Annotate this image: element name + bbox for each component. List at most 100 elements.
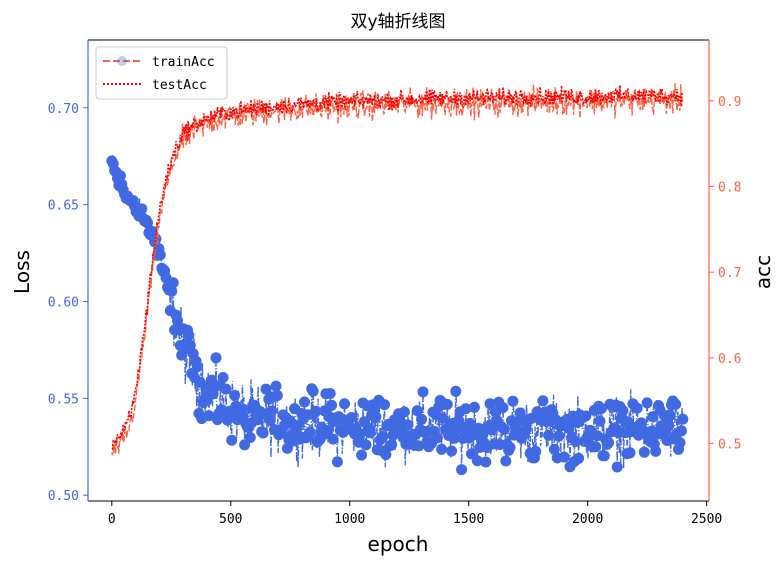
loss-point bbox=[377, 431, 389, 442]
series-layer bbox=[106, 82, 689, 476]
loss-point bbox=[321, 424, 333, 436]
loss-point bbox=[398, 406, 410, 418]
loss-point bbox=[291, 420, 303, 432]
loss-point bbox=[386, 439, 398, 451]
loss-point bbox=[558, 451, 570, 463]
loss-point bbox=[448, 432, 460, 444]
right-y-axis-ticks: 0.5 0.6 0.7 0.8 0.9 bbox=[709, 95, 741, 453]
loss-point bbox=[270, 380, 282, 392]
loss-point bbox=[590, 441, 602, 453]
loss-point bbox=[364, 427, 376, 439]
loss-point bbox=[417, 386, 429, 398]
loss-point bbox=[142, 217, 153, 229]
loss-point bbox=[370, 411, 382, 423]
loss-point bbox=[650, 445, 662, 457]
loss-point bbox=[354, 428, 366, 440]
loss-point bbox=[513, 415, 525, 427]
legend-testacc-label: testAcc bbox=[152, 78, 207, 93]
right-y-tick-label: 0.8 bbox=[718, 181, 741, 196]
loss-point bbox=[172, 315, 183, 327]
loss-point bbox=[436, 443, 448, 455]
loss-point bbox=[356, 449, 368, 461]
loss-point bbox=[327, 433, 339, 445]
loss-point bbox=[641, 397, 653, 409]
loss-point bbox=[471, 455, 483, 467]
loss-point bbox=[468, 401, 480, 413]
loss-point bbox=[217, 372, 229, 383]
loss-point bbox=[497, 402, 509, 414]
loss-point bbox=[624, 447, 636, 459]
x-tick-label: 2500 bbox=[691, 512, 722, 527]
x-tick-label: 1500 bbox=[453, 512, 484, 527]
loss-point bbox=[596, 403, 607, 414]
x-tick-label: 500 bbox=[219, 512, 242, 527]
loss-point bbox=[339, 398, 350, 410]
loss-point bbox=[167, 277, 179, 289]
loss-point bbox=[257, 427, 269, 439]
loss-point bbox=[441, 398, 453, 410]
loss-point bbox=[450, 385, 462, 397]
loss-point bbox=[570, 436, 582, 447]
loss-point bbox=[331, 456, 343, 468]
loss-point bbox=[675, 425, 687, 437]
right-y-tick-label: 0.6 bbox=[718, 352, 741, 367]
loss-point bbox=[299, 396, 310, 408]
loss-point bbox=[647, 411, 659, 423]
loss-point bbox=[114, 170, 126, 182]
loss-point bbox=[411, 405, 423, 417]
loss-point bbox=[154, 249, 166, 261]
loss-point bbox=[520, 424, 532, 436]
loss-point bbox=[611, 461, 623, 473]
loss-point bbox=[484, 398, 496, 410]
loss-point bbox=[226, 434, 238, 446]
x-tick-label: 1000 bbox=[334, 512, 365, 527]
left-y-tick-label: 0.60 bbox=[48, 295, 79, 310]
loss-point bbox=[203, 410, 215, 422]
loss-point bbox=[437, 412, 449, 424]
loss-point bbox=[184, 339, 196, 351]
loss-point bbox=[260, 383, 272, 395]
loss-point bbox=[638, 446, 650, 458]
loss-point bbox=[617, 405, 629, 417]
legend-trainacc-marker bbox=[117, 56, 127, 66]
loss-point bbox=[677, 413, 689, 425]
loss-point bbox=[379, 399, 390, 411]
loss-point bbox=[220, 383, 232, 395]
series-loss bbox=[106, 154, 689, 476]
loss-point bbox=[530, 445, 542, 457]
loss-point bbox=[264, 414, 276, 426]
series-testacc-line bbox=[111, 85, 684, 450]
loss-point bbox=[271, 390, 283, 401]
loss-point bbox=[266, 405, 278, 417]
loss-point bbox=[598, 450, 610, 462]
loss-point bbox=[456, 464, 468, 476]
loss-point bbox=[401, 419, 413, 431]
loss-point bbox=[281, 442, 293, 454]
loss-point bbox=[304, 426, 316, 438]
left-y-axis-ticks: 0.50 0.55 0.60 0.65 0.70 bbox=[48, 102, 88, 504]
loss-point bbox=[387, 429, 399, 441]
loss-point bbox=[480, 456, 492, 468]
left-y-tick-label: 0.50 bbox=[48, 489, 79, 504]
loss-point bbox=[244, 432, 256, 443]
loss-point bbox=[431, 432, 443, 444]
loss-point bbox=[580, 410, 592, 422]
loss-point bbox=[537, 395, 549, 407]
series-trainacc-line bbox=[111, 82, 684, 456]
loss-point bbox=[548, 443, 560, 455]
loss-point bbox=[229, 389, 241, 401]
loss-point bbox=[603, 437, 615, 449]
x-tick-label: 0 bbox=[108, 512, 116, 527]
loss-point bbox=[413, 440, 425, 452]
right-y-tick-label: 0.7 bbox=[718, 266, 741, 281]
loss-point bbox=[504, 442, 516, 453]
loss-point bbox=[307, 385, 319, 397]
loss-point bbox=[663, 420, 675, 431]
loss-point bbox=[664, 409, 676, 421]
right-y-axis-label: acc bbox=[751, 255, 775, 289]
legend-trainacc-label: trainAcc bbox=[152, 55, 215, 70]
left-y-tick-label: 0.70 bbox=[48, 102, 79, 117]
loss-point bbox=[136, 203, 148, 215]
loss-point bbox=[346, 412, 358, 423]
loss-point bbox=[553, 430, 565, 442]
